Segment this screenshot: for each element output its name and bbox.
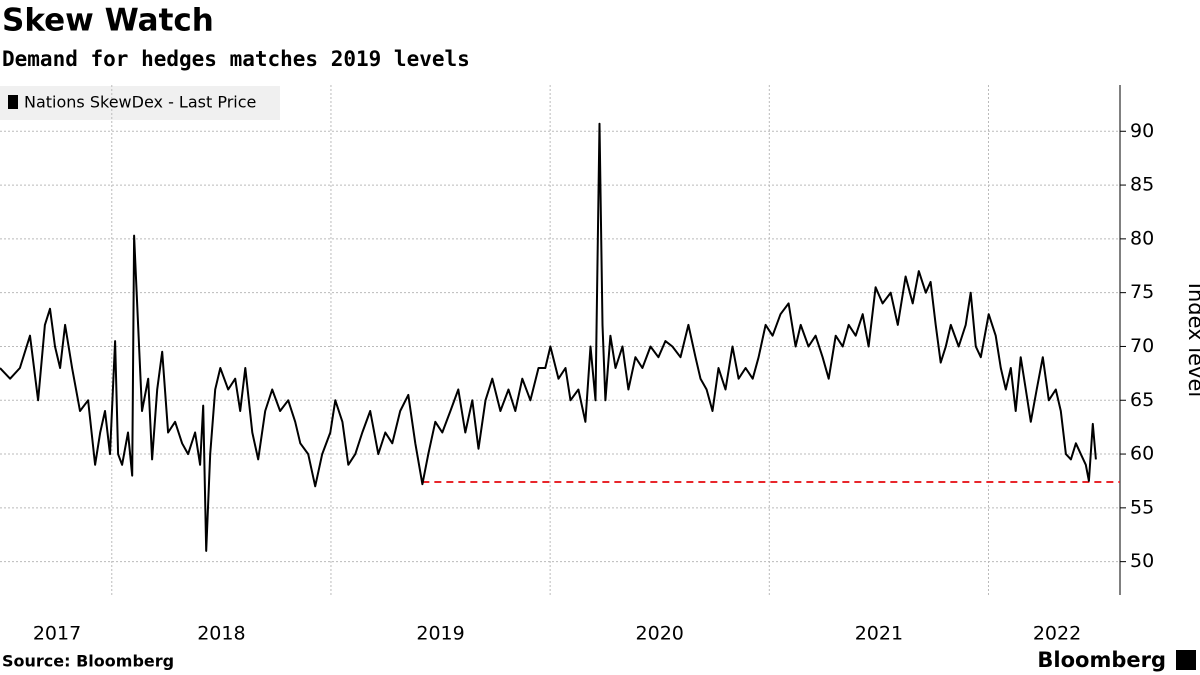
x-tick-label: 2022 (1033, 623, 1081, 645)
x-tick-label: 2017 (33, 623, 81, 645)
x-tick-label: 2018 (197, 623, 245, 645)
y-tick-label: 80 (1130, 227, 1154, 249)
x-tick-label: 2020 (636, 623, 684, 645)
x-tick-label: 2019 (416, 623, 464, 645)
y-axis-label: Index level (1184, 283, 1200, 397)
y-tick-label: 65 (1130, 389, 1154, 411)
chart-subtitle: Demand for hedges matches 2019 levels (2, 47, 470, 71)
legend-box (0, 86, 280, 120)
legend-swatch (8, 95, 18, 109)
y-tick-label: 70 (1130, 335, 1154, 357)
y-tick-label: 50 (1130, 550, 1154, 572)
logo-icon (1176, 650, 1196, 670)
y-tick-label: 85 (1130, 174, 1154, 196)
logo: Bloomberg (1037, 648, 1166, 672)
y-tick-label: 55 (1130, 496, 1154, 518)
source: Source: Bloomberg (2, 652, 174, 671)
y-tick-label: 60 (1130, 443, 1154, 465)
x-tick-label: 2021 (855, 623, 903, 645)
y-tick-label: 75 (1130, 281, 1154, 303)
y-tick-label: 90 (1130, 120, 1154, 142)
legend-label: Nations SkewDex - Last Price (24, 93, 256, 112)
line (0, 122, 1097, 552)
chart-title: Skew Watch (2, 3, 214, 39)
